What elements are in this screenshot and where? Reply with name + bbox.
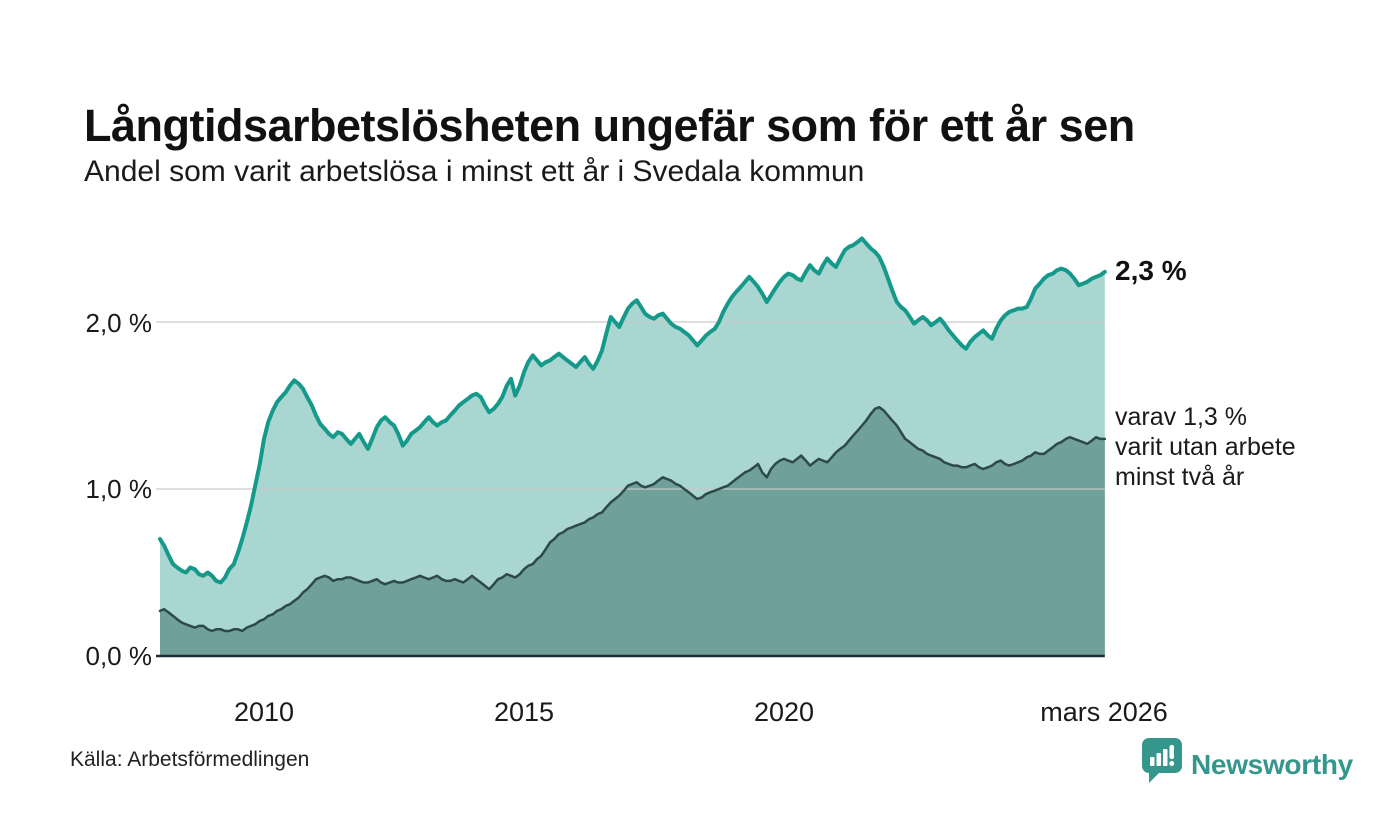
y-axis-tick-2: 2,0 %: [85, 308, 153, 338]
line-total: [158, 236, 1107, 585]
x-axis-tick-mars-2026: mars 2026: [1040, 697, 1168, 727]
area-two-year: [160, 407, 1105, 656]
y-axis-tick-1: 1,0 %: [85, 474, 153, 504]
x-axis-tick-2010: 2010: [233, 697, 295, 727]
source-note: Källa: Arbetsförmedlingen: [70, 748, 310, 771]
x-axis-tick-2015: 2015: [493, 697, 555, 727]
newsworthy-logo: Newsworthy: [1142, 738, 1353, 791]
end-value-two-year-line-1: varav 1,3 %: [1115, 403, 1248, 431]
page-title: Långtidsarbetslösheten ungefär som för e…: [84, 100, 1135, 152]
brand-wordmark: Newsworthy: [1191, 748, 1353, 780]
end-value-label-two-year: varav 1,3 % varit utan arbete minst två …: [1115, 402, 1296, 492]
y-axis-tick-0: 0,0 %: [85, 641, 153, 671]
x-axis-tick-2020: 2020: [753, 697, 815, 727]
line-two-year: [158, 405, 1107, 633]
bar-chart-speech-bubble-icon: [1142, 738, 1182, 791]
end-value-label-total: 2,3 %: [1115, 255, 1187, 286]
end-value-two-year-line-3: minst två år: [1115, 463, 1245, 491]
end-value-two-year-line-2: varit utan arbete: [1115, 433, 1296, 461]
page-subtitle: Andel som varit arbetslösa i minst ett å…: [84, 155, 865, 188]
